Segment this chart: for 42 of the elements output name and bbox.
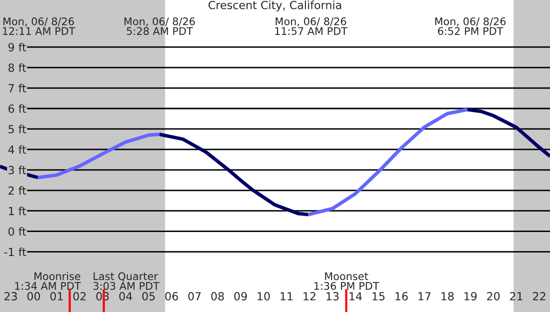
y-tick-label: 3 ft [8,166,26,174]
chart-title: Crescent City, California [208,0,342,12]
x-tick-label: 15 [372,292,385,300]
y-tick-label: -1 ft [4,248,26,256]
y-tick-label: 4 ft [8,145,26,154]
x-tick-label: 08 [211,292,224,300]
annotation: Mon, 06/ 8/26 6:52 PM PDT [435,17,506,35]
x-tick-label: 09 [234,292,247,300]
x-tick-label: 07 [188,292,201,300]
x-tick-label: 05 [142,292,155,300]
ref-line-label: Last Quarter 3:03 AM PDT [93,272,160,290]
y-tick-label: 9 ft [8,42,26,52]
y-tick-label: 8 ft [8,63,26,72]
x-tick-label: 11 [280,292,293,300]
x-tick-label: 01 [50,292,63,300]
annotation: Mon, 06/ 8/26 11:57 AM PDT [275,17,348,35]
x-tick-label: 23 [4,292,17,300]
x-tick-label: 17 [418,292,430,300]
x-tick-label: 22 [533,292,546,300]
x-tick-label: 06 [165,292,178,300]
ref-line-label: Moonrise 1:34 AM PDT [15,272,81,290]
x-tick-label: 13 [326,292,339,300]
y-tick-label: 2 ft [8,186,26,195]
x-tick-label: 21 [510,292,522,300]
x-tick-label: 10 [258,292,270,300]
annotation: Mon, 06/ 8/26 5:28 AM PDT [124,17,195,35]
y-tick-label: 0 ft [8,227,26,236]
x-tick-label: 02 [73,292,86,300]
x-tick-label: 12 [304,292,316,300]
x-tick-label: 19 [464,292,477,300]
y-tick-label: 6 ft [8,104,26,113]
ref-line-label: Moonset 1:36 PM PDT [314,272,380,290]
x-tick-label: 20 [487,292,500,300]
x-tick-label: 04 [119,292,132,300]
x-tick-label: 00 [27,292,40,300]
x-tick-label: 14 [350,292,362,300]
y-tick-label: 1 ft [8,206,26,216]
y-tick-label: 7 ft [8,84,26,92]
x-tick-label: 16 [396,292,408,300]
y-tick-label: 5 ft [8,124,26,134]
annotation: Mon, 06/ 8/26 12:11 AM PDT [2,17,76,35]
x-tick-label: 18 [442,292,454,300]
